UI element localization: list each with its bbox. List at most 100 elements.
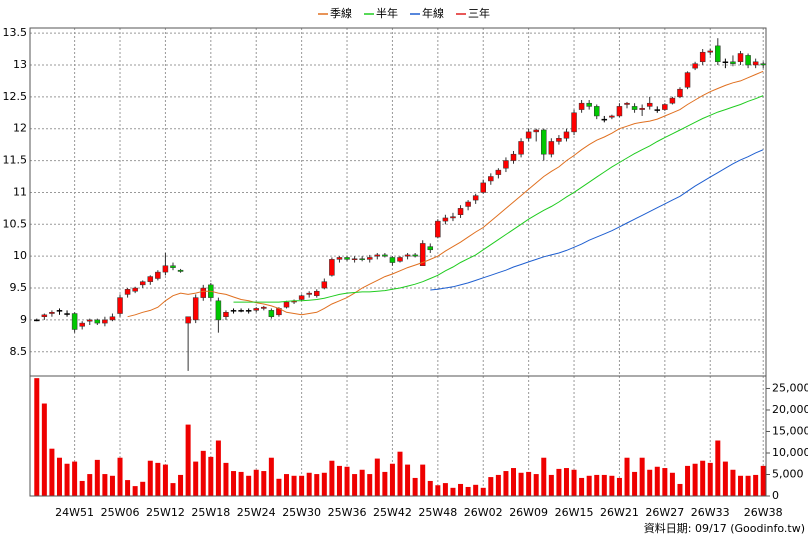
candle-body (745, 55, 751, 66)
volume-bar (473, 484, 479, 496)
x-tick-label: 26W38 (744, 506, 783, 519)
volume-bar (685, 465, 691, 496)
y-tick-label: 13 (13, 58, 27, 71)
candle-body (631, 106, 638, 110)
candle-body (155, 271, 161, 279)
x-tick-label: 25W30 (282, 506, 321, 519)
volume-bar (480, 487, 486, 496)
candle-body (450, 216, 456, 219)
volume-bar (367, 474, 373, 496)
volume-bar (246, 475, 252, 496)
candle-body (230, 310, 237, 312)
volume-bar (412, 477, 418, 496)
volume-bar (72, 461, 78, 496)
volume-bar (420, 464, 426, 496)
candle-body (609, 115, 615, 118)
volume-bar (374, 458, 380, 496)
source-note: 資料日期: 09/17 (Goodinfo.tw) (644, 521, 805, 535)
candle-body (646, 102, 653, 107)
volume-bar (41, 403, 47, 496)
x-tick-label: 25W12 (146, 506, 185, 519)
candle-body (639, 108, 645, 110)
candle-body (329, 259, 335, 276)
volume-bar (669, 472, 675, 496)
candle-body (412, 254, 418, 257)
volume-bar (616, 477, 622, 496)
volume-bar (692, 463, 698, 496)
candle-body (382, 254, 388, 257)
candle-body (79, 322, 85, 327)
volume-bar (707, 462, 713, 496)
y2-tick-label: 15,000 (772, 424, 808, 437)
volume-bar (609, 475, 615, 496)
volume-bar (405, 464, 411, 496)
candle-body (419, 243, 426, 266)
plot (34, 38, 766, 496)
volume-bar (397, 451, 403, 496)
candle-body (684, 72, 691, 88)
volume-bar (359, 469, 365, 496)
volume-bar (632, 471, 638, 496)
candle-body (87, 319, 93, 322)
volume-bar (503, 471, 509, 496)
candle-body (662, 104, 668, 110)
volume-bar (109, 475, 115, 496)
ma-line (233, 95, 764, 303)
candle-body (722, 61, 729, 64)
volume-bar (208, 456, 214, 496)
volume-bar (329, 460, 335, 496)
candle-body (389, 257, 396, 263)
candle-body (760, 63, 766, 66)
candle-body (177, 269, 184, 272)
candle-body (117, 297, 123, 314)
candle-body (578, 102, 585, 110)
volume-bar (427, 480, 433, 496)
candle-body (344, 257, 350, 260)
candle-body (41, 314, 48, 317)
volume-bar (511, 468, 517, 496)
x-tick-label: 25W48 (418, 506, 457, 519)
volume-bar (276, 478, 282, 496)
y2-tick-label: 20,000 (772, 403, 808, 416)
volume-bar (306, 472, 312, 496)
candle-body (321, 281, 328, 289)
volume-bar (162, 464, 168, 496)
volume-bar (700, 460, 706, 496)
candle-body (465, 201, 471, 207)
volume-bar (541, 457, 547, 496)
volume-bar (34, 378, 40, 496)
y2-tick-label: 10,000 (772, 446, 808, 459)
candle-body (563, 131, 570, 139)
volume-bar (382, 471, 388, 496)
volume-bar (745, 475, 751, 496)
x-tick-label: 26W09 (509, 506, 548, 519)
volume-bar (715, 440, 721, 496)
candle-body (427, 246, 434, 251)
volume-bar (253, 469, 259, 496)
candle-body (351, 258, 358, 260)
volume-bar (654, 466, 660, 496)
volume-bar (321, 472, 327, 496)
volume-bar (571, 469, 577, 496)
y2-tick-label: 5,000 (772, 467, 804, 480)
legend-label: 半年 (376, 6, 398, 20)
volume-bar (64, 463, 70, 496)
volume-bar (94, 459, 100, 496)
volume-bar (594, 474, 600, 496)
candle-body (601, 118, 608, 121)
x-tick-label: 26W15 (555, 506, 594, 519)
y2-tick-label: 25,000 (772, 381, 808, 394)
candle-body (298, 295, 305, 300)
candle-body (677, 88, 683, 98)
volume-bar (556, 468, 562, 496)
volume-bar (223, 462, 229, 496)
candle-body (147, 276, 154, 282)
volume-bar (586, 475, 592, 496)
ma-line (127, 70, 764, 318)
y-tick-label: 8.5 (10, 345, 28, 358)
x-tick-label: 26W33 (691, 506, 730, 519)
candle-body (669, 97, 676, 104)
candle-body (49, 312, 55, 314)
x-tick-label: 25W18 (191, 506, 230, 519)
candle-body (102, 319, 108, 324)
